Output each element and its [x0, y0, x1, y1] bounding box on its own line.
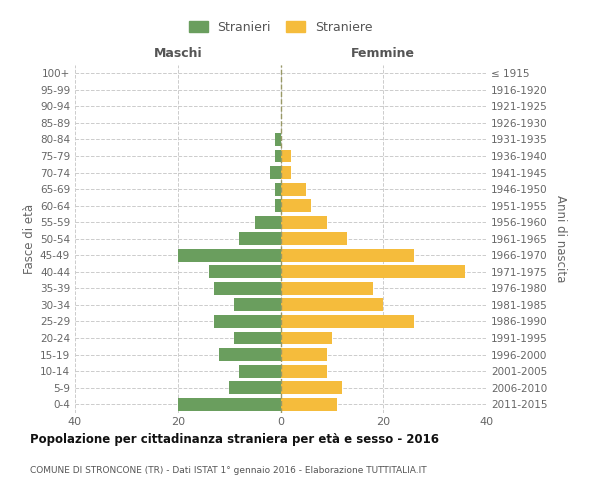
- Bar: [281, 282, 373, 295]
- Bar: [281, 232, 347, 245]
- Bar: [281, 298, 383, 312]
- Text: Popolazione per cittadinanza straniera per età e sesso - 2016: Popolazione per cittadinanza straniera p…: [30, 432, 439, 446]
- Bar: [239, 232, 281, 245]
- Text: Femmine: Femmine: [351, 47, 415, 60]
- Bar: [281, 348, 327, 361]
- Bar: [234, 332, 281, 344]
- Bar: [229, 381, 281, 394]
- Bar: [281, 266, 466, 278]
- Bar: [281, 398, 337, 410]
- Bar: [234, 298, 281, 312]
- Bar: [219, 348, 281, 361]
- Bar: [270, 166, 281, 179]
- Y-axis label: Anni di nascita: Anni di nascita: [554, 195, 567, 282]
- Bar: [209, 266, 281, 278]
- Bar: [281, 381, 342, 394]
- Bar: [281, 199, 311, 212]
- Bar: [214, 282, 281, 295]
- Bar: [275, 150, 281, 162]
- Text: COMUNE DI STRONCONE (TR) - Dati ISTAT 1° gennaio 2016 - Elaborazione TUTTITALIA.: COMUNE DI STRONCONE (TR) - Dati ISTAT 1°…: [30, 466, 427, 475]
- Bar: [281, 332, 332, 344]
- Bar: [281, 166, 291, 179]
- Bar: [239, 364, 281, 378]
- Bar: [281, 249, 414, 262]
- Bar: [275, 199, 281, 212]
- Bar: [281, 150, 291, 162]
- Bar: [178, 249, 281, 262]
- Bar: [275, 133, 281, 146]
- Bar: [214, 315, 281, 328]
- Bar: [255, 216, 281, 228]
- Bar: [178, 398, 281, 410]
- Y-axis label: Fasce di età: Fasce di età: [23, 204, 36, 274]
- Bar: [275, 182, 281, 196]
- Bar: [281, 315, 414, 328]
- Bar: [281, 182, 306, 196]
- Legend: Stranieri, Straniere: Stranieri, Straniere: [185, 18, 376, 38]
- Text: Maschi: Maschi: [154, 47, 202, 60]
- Bar: [281, 364, 327, 378]
- Bar: [281, 216, 327, 228]
